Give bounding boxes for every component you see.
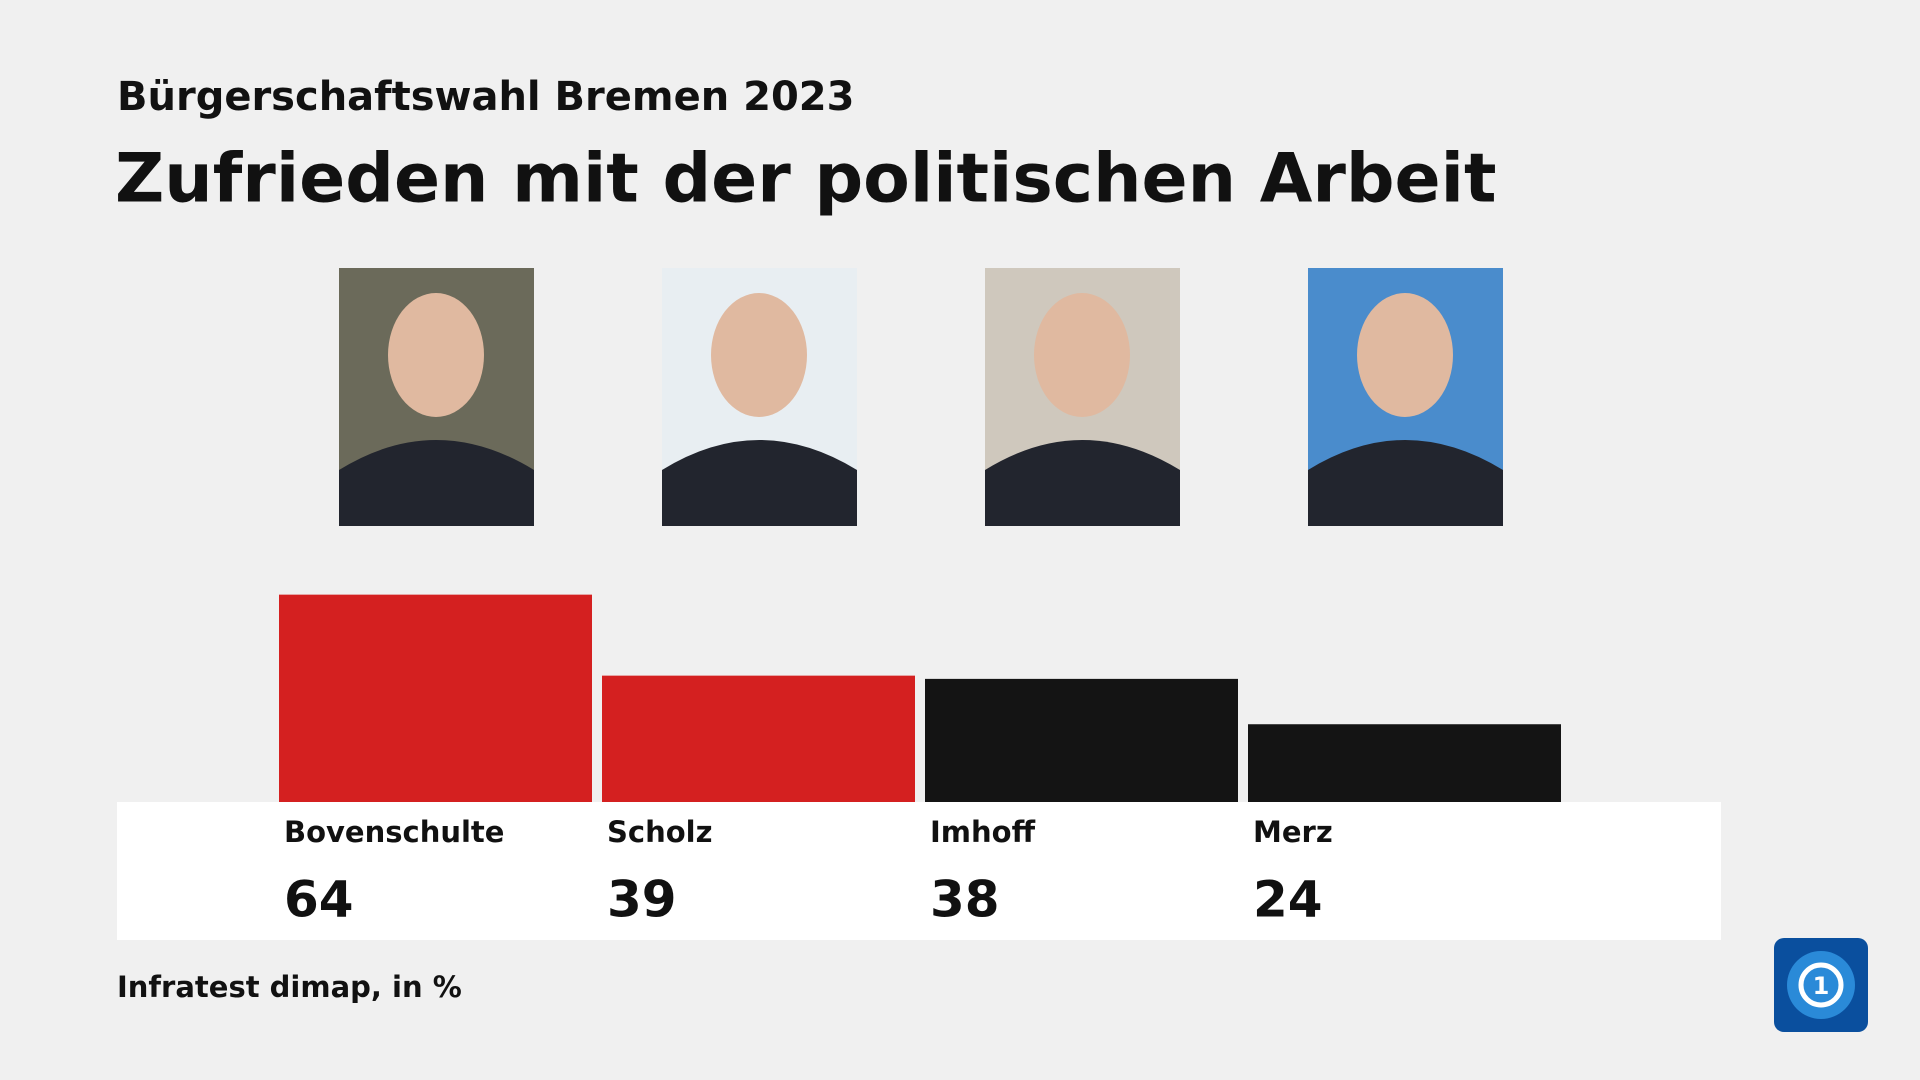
value-label: 24 <box>1253 871 1323 929</box>
logo: 1 <box>1774 938 1868 1032</box>
portrait-head <box>711 293 807 417</box>
source-note: Infratest dimap, in % <box>117 970 462 1004</box>
bar <box>1248 724 1561 802</box>
portrait-body <box>339 440 534 526</box>
category-label: Scholz <box>607 815 712 849</box>
portrait-body <box>662 440 857 526</box>
portrait-head <box>1357 293 1453 417</box>
svg-text:1: 1 <box>1813 972 1830 1000</box>
value-label: 38 <box>930 871 1000 929</box>
value-label: 39 <box>607 871 677 929</box>
bar <box>925 678 1238 802</box>
category-label: Imhoff <box>930 815 1036 849</box>
category-label: Merz <box>1253 815 1333 849</box>
bar <box>602 675 915 802</box>
value-label: 64 <box>284 871 354 929</box>
portrait-body <box>985 440 1180 526</box>
portrait-body <box>1308 440 1503 526</box>
photos <box>339 268 1503 526</box>
portrait-head <box>388 293 484 417</box>
label-panel <box>117 802 1721 940</box>
bar <box>279 594 592 802</box>
chart-title: Zufrieden mit der politischen Arbeit <box>115 140 1496 219</box>
chart-subtitle: Bürgerschaftswahl Bremen 2023 <box>117 74 854 120</box>
portrait-head <box>1034 293 1130 417</box>
category-label: Bovenschulte <box>284 815 504 849</box>
